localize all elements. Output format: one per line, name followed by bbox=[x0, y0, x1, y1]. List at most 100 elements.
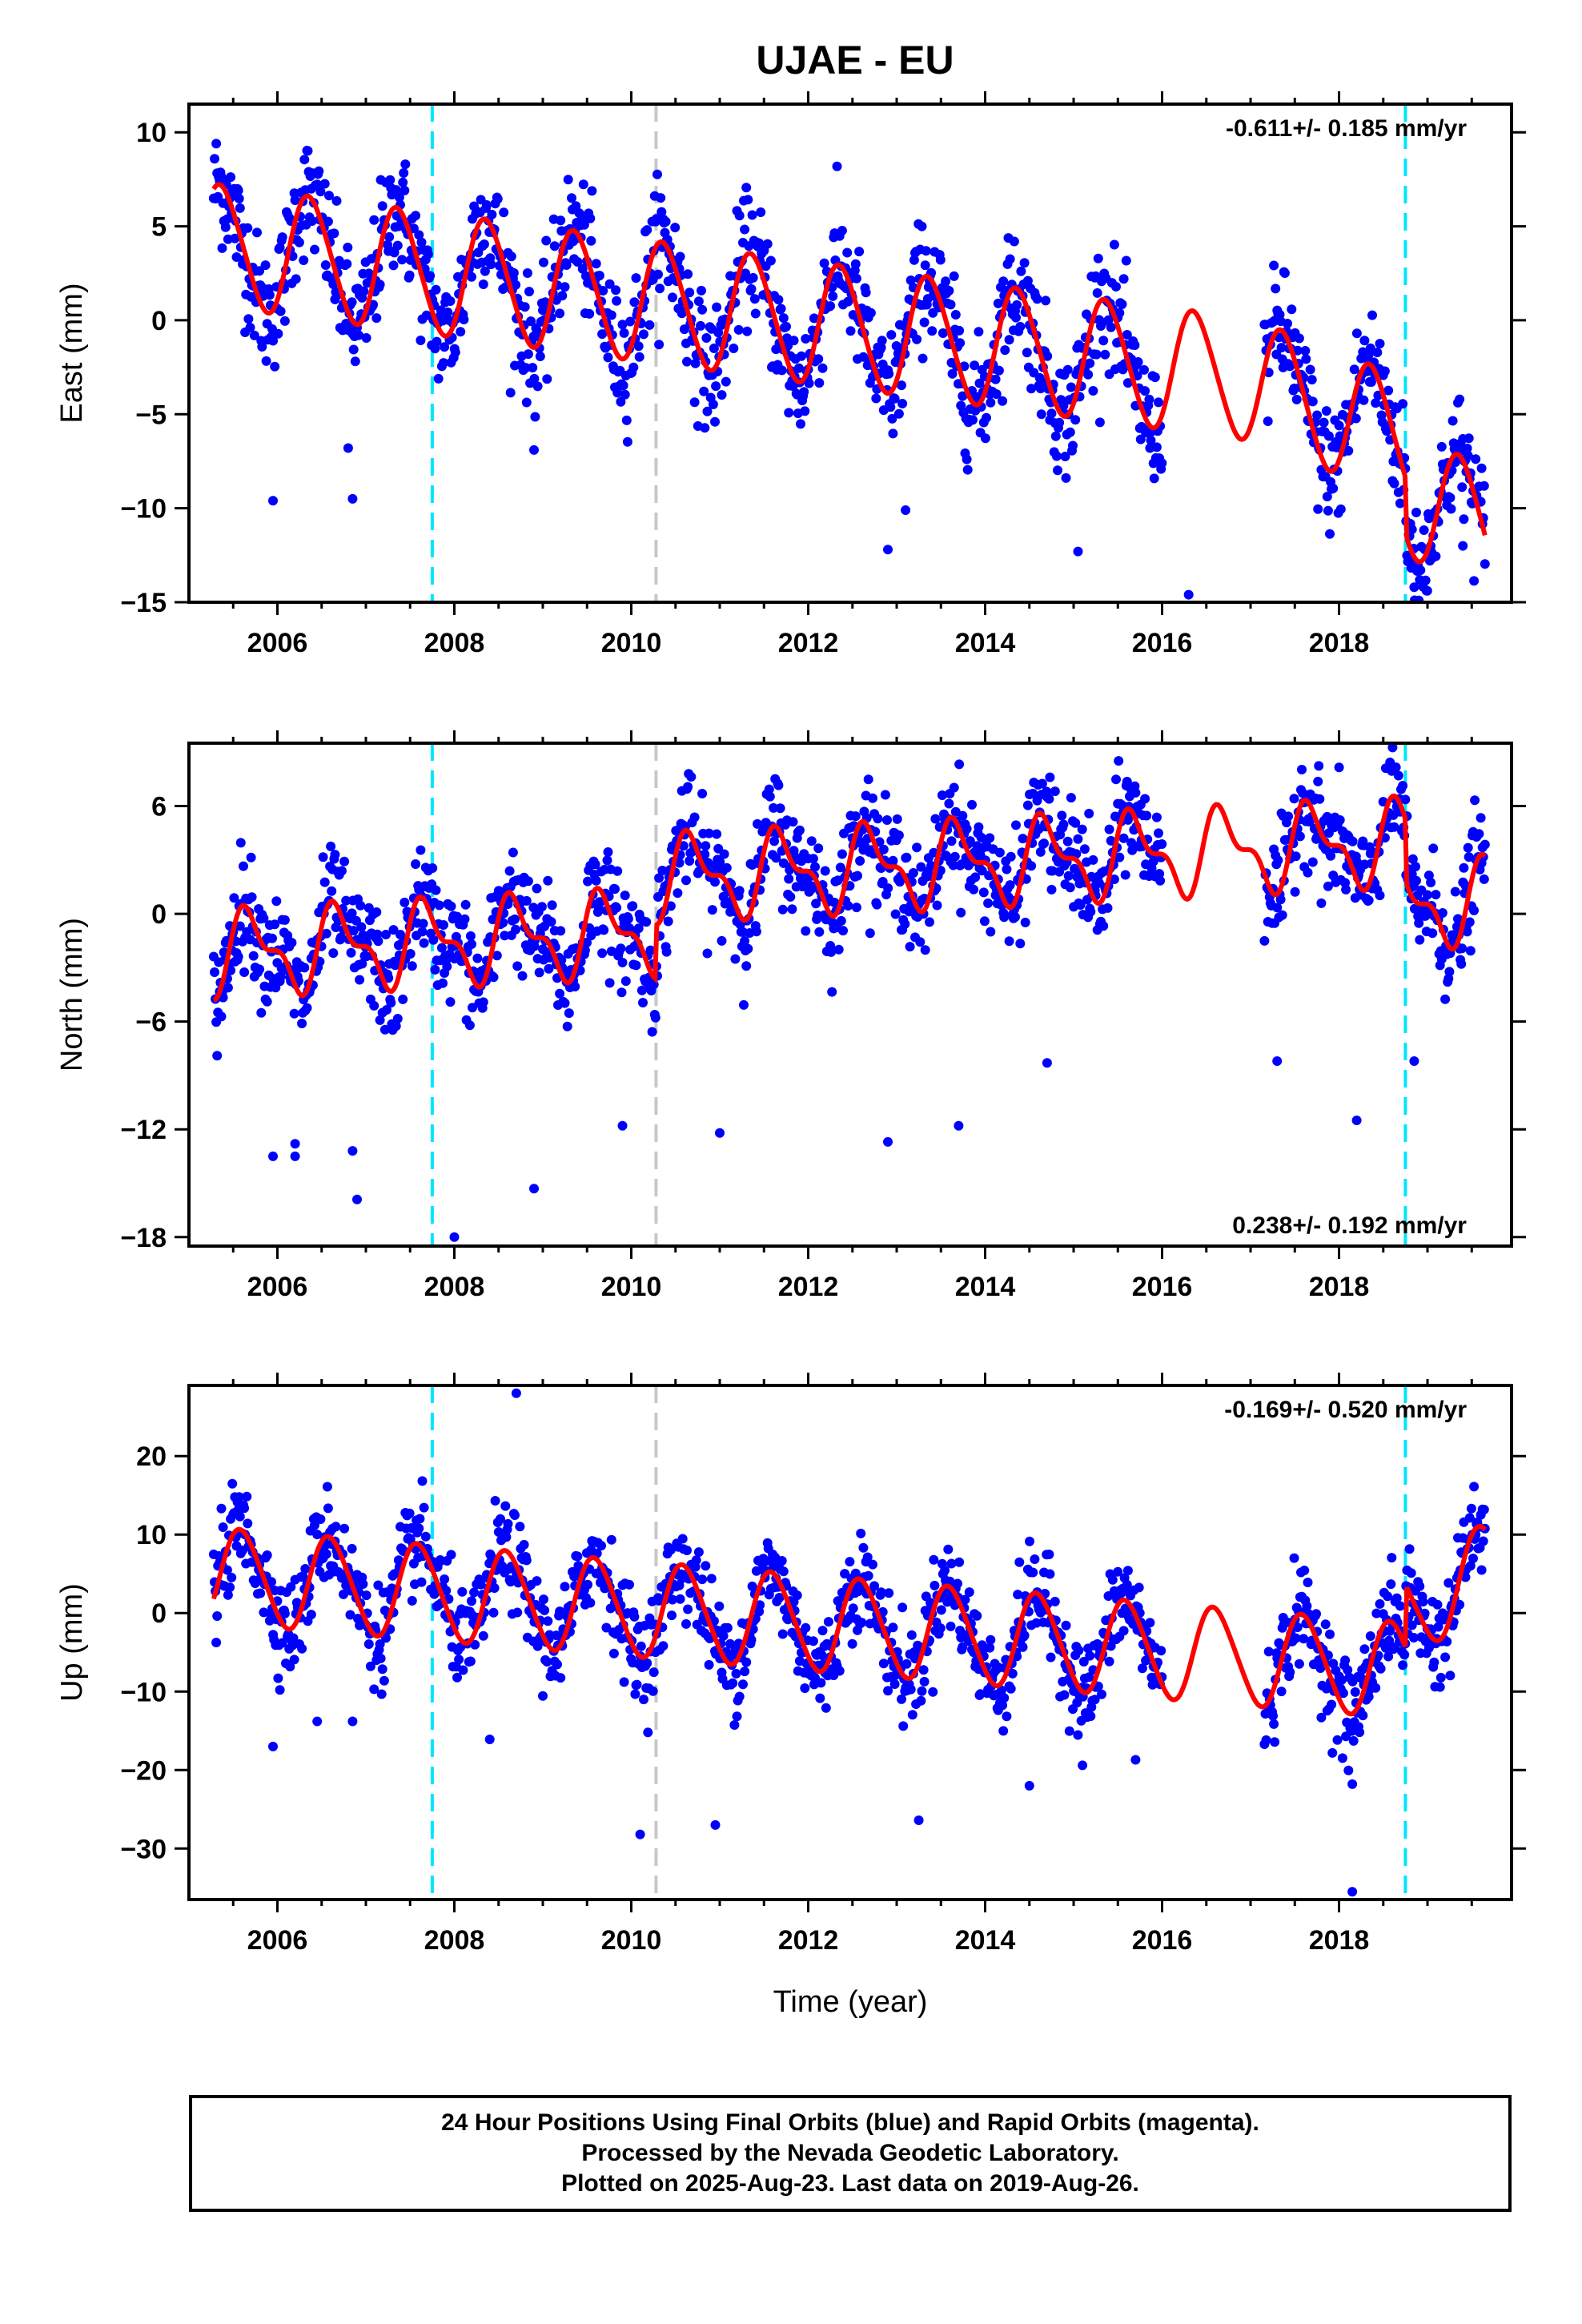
data-point bbox=[500, 931, 510, 941]
data-point bbox=[1151, 812, 1162, 822]
data-point bbox=[1418, 1597, 1428, 1607]
data-point bbox=[220, 222, 231, 232]
data-point bbox=[886, 330, 897, 340]
data-point bbox=[837, 849, 847, 859]
data-point bbox=[243, 314, 254, 324]
data-point bbox=[708, 400, 718, 409]
data-point bbox=[556, 1673, 566, 1683]
data-point bbox=[383, 973, 394, 983]
data-point bbox=[1046, 408, 1057, 419]
data-point bbox=[1104, 824, 1114, 834]
data-point bbox=[909, 255, 919, 265]
data-point bbox=[907, 1710, 917, 1720]
y-axis-label-north: North (mm) bbox=[55, 918, 89, 1072]
data-point bbox=[528, 363, 538, 373]
data-point bbox=[323, 1503, 333, 1514]
data-point bbox=[1154, 828, 1163, 838]
data-point bbox=[277, 1638, 287, 1648]
data-point bbox=[1291, 851, 1301, 862]
data-point bbox=[982, 412, 991, 423]
data-point bbox=[986, 1634, 996, 1645]
data-point bbox=[314, 166, 324, 176]
data-point bbox=[1414, 918, 1424, 928]
data-point bbox=[1393, 770, 1403, 781]
data-point bbox=[1291, 394, 1302, 404]
data-point bbox=[529, 373, 540, 384]
data-point bbox=[384, 231, 395, 242]
data-point bbox=[1383, 385, 1394, 396]
data-point bbox=[1102, 903, 1113, 913]
data-point bbox=[738, 1679, 748, 1690]
outlier-point bbox=[1409, 1056, 1419, 1066]
data-point bbox=[1098, 336, 1109, 346]
data-point bbox=[796, 419, 805, 429]
y-tick-label: −30 bbox=[120, 1834, 167, 1864]
data-point bbox=[1400, 794, 1411, 805]
data-point bbox=[476, 1579, 486, 1590]
y-tick-label: −6 bbox=[135, 1007, 167, 1038]
data-point bbox=[373, 1580, 383, 1590]
data-point bbox=[776, 304, 786, 314]
data-point bbox=[1004, 936, 1014, 947]
data-point bbox=[985, 833, 995, 843]
data-point bbox=[655, 283, 665, 294]
data-point bbox=[519, 1539, 529, 1550]
data-point bbox=[570, 982, 580, 991]
data-point bbox=[889, 393, 900, 404]
data-point bbox=[1465, 946, 1476, 956]
outlier-point bbox=[1347, 1887, 1358, 1897]
data-point bbox=[1341, 884, 1351, 895]
data-point bbox=[1065, 427, 1075, 437]
data-point bbox=[440, 342, 450, 352]
data-point bbox=[1270, 1737, 1280, 1747]
data-point bbox=[876, 1587, 886, 1598]
data-point bbox=[388, 925, 399, 935]
data-point bbox=[1062, 364, 1073, 375]
data-point bbox=[1446, 504, 1456, 514]
data-point bbox=[414, 1523, 424, 1534]
data-point bbox=[1407, 1620, 1417, 1630]
outlier-point bbox=[1073, 546, 1083, 557]
data-point bbox=[551, 1630, 561, 1641]
data-point bbox=[1328, 483, 1339, 493]
data-point bbox=[496, 1514, 505, 1524]
data-point bbox=[872, 899, 882, 910]
data-point bbox=[683, 782, 693, 792]
data-point bbox=[396, 930, 405, 939]
outlier-point bbox=[449, 1232, 460, 1242]
data-point bbox=[593, 904, 604, 915]
data-point bbox=[850, 811, 861, 822]
data-point bbox=[944, 798, 954, 809]
data-point bbox=[930, 1580, 940, 1590]
data-point bbox=[318, 852, 328, 862]
data-point bbox=[1469, 905, 1480, 915]
data-point bbox=[1462, 443, 1472, 453]
data-point bbox=[897, 380, 906, 391]
data-point bbox=[320, 260, 331, 270]
data-point bbox=[1335, 815, 1345, 825]
data-point bbox=[1149, 473, 1159, 484]
data-point bbox=[1428, 843, 1439, 854]
data-point bbox=[793, 363, 804, 373]
data-point bbox=[689, 812, 700, 822]
data-point bbox=[1470, 795, 1480, 806]
data-point bbox=[693, 1547, 704, 1558]
data-point bbox=[650, 1012, 661, 1023]
data-point bbox=[259, 913, 269, 923]
data-point bbox=[1305, 364, 1315, 375]
data-point bbox=[651, 214, 661, 224]
data-point bbox=[243, 1518, 253, 1529]
outlier-point bbox=[290, 1139, 300, 1149]
data-point bbox=[794, 825, 805, 835]
data-point bbox=[358, 1579, 368, 1589]
data-point bbox=[210, 967, 219, 977]
data-point bbox=[522, 268, 532, 278]
data-point bbox=[712, 302, 722, 312]
data-point bbox=[629, 1611, 640, 1622]
data-point bbox=[834, 1666, 845, 1676]
data-point bbox=[658, 1641, 669, 1651]
data-point bbox=[974, 327, 984, 337]
data-point bbox=[1022, 275, 1033, 286]
data-point bbox=[1315, 794, 1325, 804]
data-point bbox=[521, 397, 532, 408]
